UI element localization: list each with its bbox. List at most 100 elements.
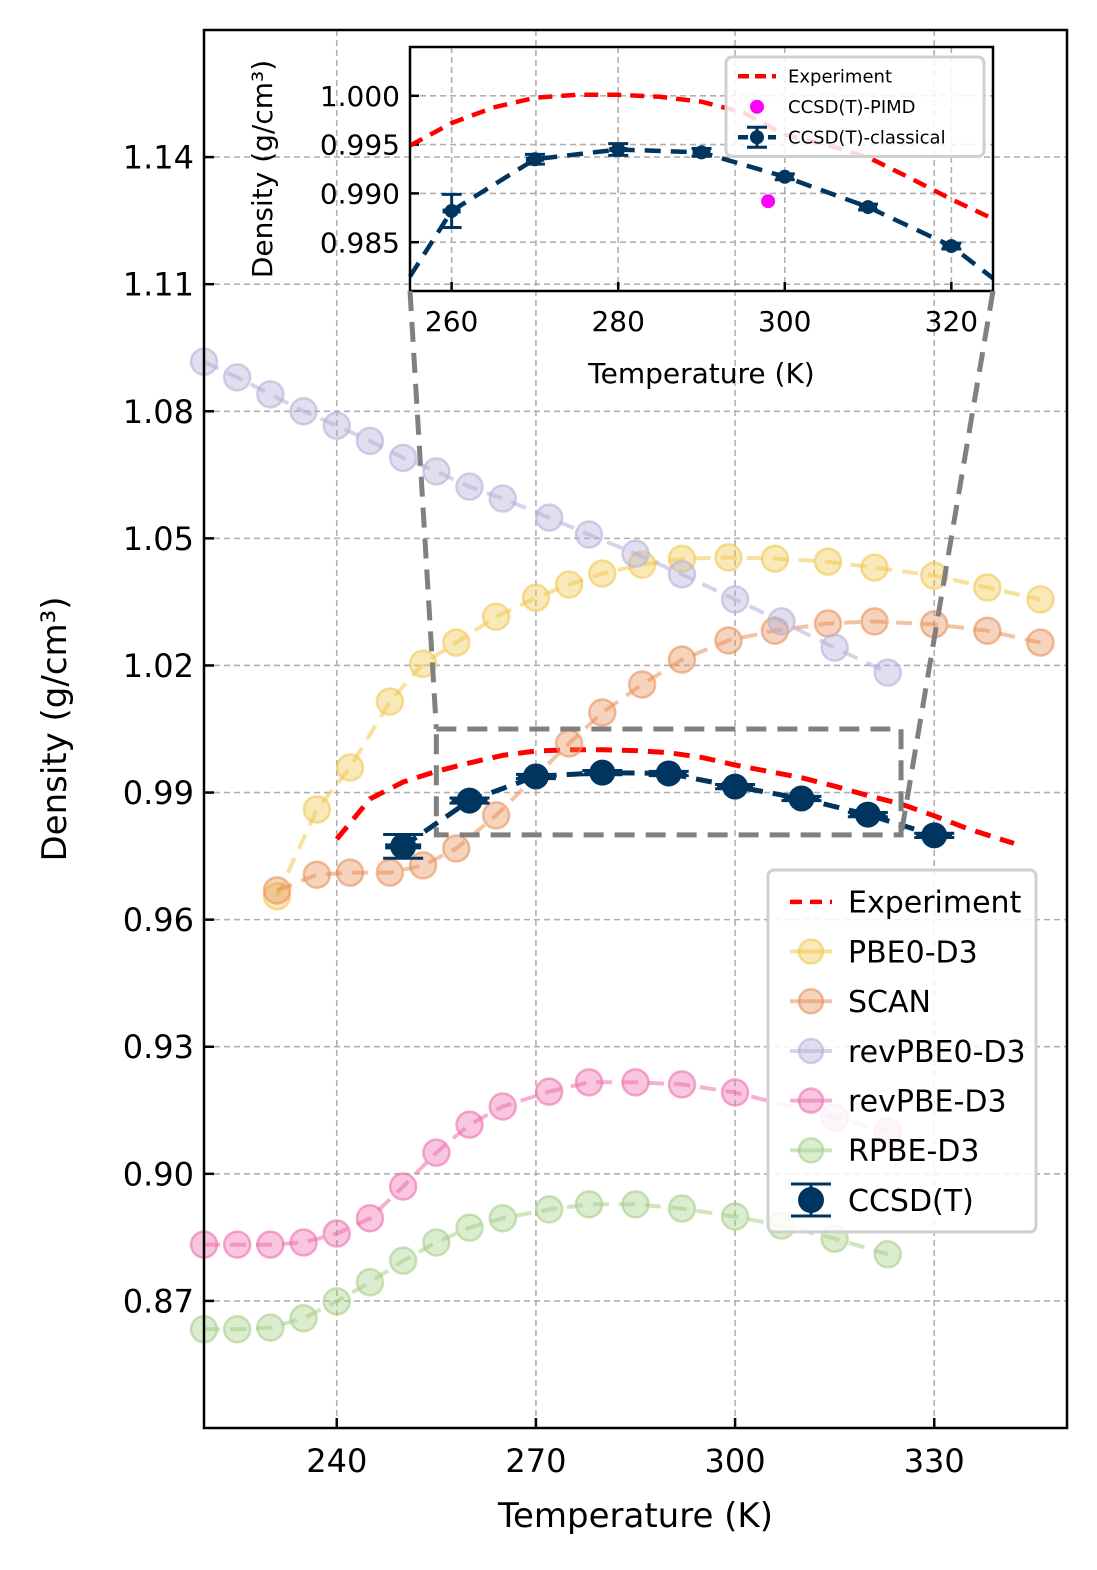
zoom-box: [433, 726, 904, 838]
main-frame: [202, 28, 1069, 1430]
y-tick-label: 0.96: [123, 901, 194, 939]
legend-box: [724, 55, 986, 158]
data-point: [714, 626, 743, 655]
zoom-indicator: [407, 290, 996, 838]
data-point: [302, 795, 332, 824]
data-point: [422, 457, 451, 486]
data-point: [722, 773, 749, 800]
data-point: [714, 543, 743, 572]
data-point: [873, 1240, 903, 1269]
data-point: [588, 559, 617, 588]
legend-marker: [797, 1087, 825, 1114]
data-point: [456, 787, 483, 814]
legend-item: CCSD(T)-classical: [738, 125, 946, 149]
experiment-line: [334, 747, 1015, 846]
x-tick-label: 280: [591, 305, 644, 338]
legend-marker: [750, 99, 764, 114]
series-ccsd-t-pimd: [761, 194, 776, 209]
legend-label: RPBE-D3: [848, 1134, 979, 1169]
data-point: [588, 698, 617, 727]
data-point: [860, 607, 889, 636]
data-point: [335, 858, 365, 887]
series-line: [276, 619, 1041, 893]
data-point: [534, 503, 564, 532]
experiment-line: [408, 92, 994, 221]
data-point: [921, 822, 948, 849]
data-point: [667, 1070, 697, 1099]
series-line: [401, 770, 935, 849]
legend-box: [766, 868, 1038, 1234]
data-point: [355, 426, 385, 456]
data-point: [820, 633, 849, 662]
data-point: [861, 200, 876, 215]
data-point: [521, 583, 551, 612]
data-point: [388, 1246, 418, 1275]
x-axis-label: Temperature (K): [497, 1496, 773, 1536]
data-point: [1026, 585, 1055, 614]
data-point: [761, 194, 776, 209]
series-rpbe-d3: [189, 1190, 903, 1344]
legend-item: SCAN: [790, 985, 931, 1020]
legend-item: revPBE0-D3: [790, 1035, 1026, 1070]
data-point: [375, 687, 405, 716]
x-axis-label: Temperature (K): [587, 357, 814, 390]
data-point: [355, 1268, 385, 1297]
data-point: [944, 239, 959, 254]
x-tick-label: 300: [758, 305, 811, 338]
data-point: [488, 1092, 517, 1121]
x-tick-label: 240: [306, 1442, 367, 1480]
data-point: [854, 801, 881, 828]
series-experiment: [408, 92, 994, 221]
data-point: [554, 729, 584, 758]
y-tick-label: 1.05: [123, 520, 194, 558]
data-point: [873, 658, 903, 687]
data-point: [335, 753, 365, 782]
data-point: [574, 520, 604, 549]
y-tick-label: 0.985: [320, 226, 400, 259]
data-point: [694, 145, 709, 160]
data-point: [302, 860, 332, 889]
legend-marker: [750, 130, 764, 145]
data-point: [667, 1194, 697, 1223]
data-point: [621, 1190, 650, 1219]
legend-label: SCAN: [848, 985, 931, 1020]
y-tick-label: 0.99: [123, 774, 194, 812]
data-point: [355, 1204, 385, 1233]
y-tick-label: 0.93: [123, 1028, 194, 1066]
series-line: [203, 359, 889, 675]
data-point: [375, 858, 405, 887]
data-point: [720, 585, 750, 614]
data-point: [777, 169, 792, 184]
data-point: [408, 649, 438, 679]
legend-marker: [797, 1037, 825, 1065]
series-revpbe-d3: [189, 1068, 903, 1259]
legend-item: RPBE-D3: [790, 1134, 979, 1169]
legend-label: PBE0-D3: [848, 935, 978, 970]
data-point: [760, 544, 790, 573]
data-point: [655, 760, 682, 787]
series-ccsd-t-: [383, 759, 955, 860]
data-point: [408, 851, 438, 880]
data-point: [481, 801, 511, 830]
inset-axes: 260 280 300 320 0.985 0.990 0.995 1.000 Temperat…: [246, 47, 993, 390]
data-point: [813, 547, 843, 576]
data-point: [455, 1213, 484, 1242]
legend-label: revPBE0-D3: [848, 1035, 1026, 1070]
data-point: [611, 142, 626, 157]
data-point: [390, 833, 417, 860]
data-point: [973, 573, 1002, 602]
series-line: [408, 147, 995, 281]
data-point: [788, 785, 815, 812]
x-tick-label: 270: [505, 1442, 566, 1480]
data-point: [534, 1077, 564, 1106]
legend-item: CCSD(T): [791, 1182, 974, 1219]
zoom-connector-right: [898, 290, 996, 836]
data-point: [256, 380, 285, 409]
series-ccsd-t-classical: [408, 142, 995, 281]
data-point: [289, 1304, 318, 1333]
data-point: [534, 1195, 564, 1224]
legend-item: PBE0-D3: [790, 935, 978, 970]
data-point: [481, 602, 511, 631]
legend-label: Experiment: [788, 67, 892, 88]
